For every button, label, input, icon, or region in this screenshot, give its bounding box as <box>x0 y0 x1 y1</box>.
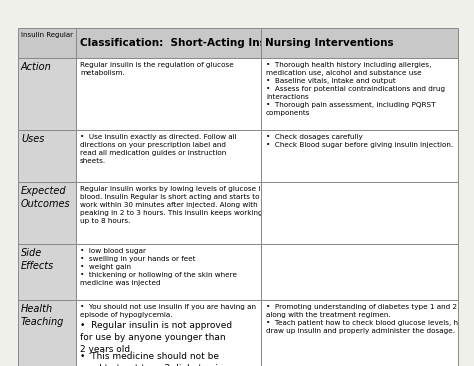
Bar <box>76 130 261 182</box>
Text: •  Check Blood sugar before giving insulin injection.: • Check Blood sugar before giving insuli… <box>266 142 453 148</box>
Bar <box>18 244 76 300</box>
Text: Nursing Interventions: Nursing Interventions <box>265 38 393 48</box>
Text: •  Teach patient how to check blood glucose levels, how to
draw up insulin and p: • Teach patient how to check blood gluco… <box>266 320 474 334</box>
Bar <box>18 182 76 244</box>
Bar <box>261 28 458 58</box>
Text: •  Regular insulin is not approved
for use by anyone younger than
2 years old.: • Regular insulin is not approved for us… <box>80 321 232 354</box>
Bar <box>261 182 458 244</box>
Bar <box>18 300 76 366</box>
Text: Expected
Outcomes: Expected Outcomes <box>21 186 71 209</box>
Text: •  This medicine should not be
used to treat type 2 diabetes in
a child of any a: • This medicine should not be used to tr… <box>80 352 224 366</box>
Text: Side
Effects: Side Effects <box>21 248 54 271</box>
Bar <box>261 58 458 130</box>
Bar <box>76 244 261 300</box>
Text: •  Promoting understanding of diabetes type 1 and 2
along with the treatment reg: • Promoting understanding of diabetes ty… <box>266 304 457 318</box>
Bar <box>18 130 76 182</box>
Bar <box>261 130 458 182</box>
Bar <box>261 300 458 366</box>
Text: Insulin Regular: Insulin Regular <box>21 32 73 38</box>
Bar <box>18 28 76 58</box>
Bar <box>76 58 261 130</box>
Text: •  You should not use insulin if you are having an
episode of hypoglycemia.: • You should not use insulin if you are … <box>80 304 256 318</box>
Text: Action: Action <box>21 62 52 72</box>
Text: •  Thorough health history including allergies,
medication use, alcohol and subs: • Thorough health history including alle… <box>266 62 431 76</box>
Bar <box>18 58 76 130</box>
Text: •  Check dosages carefully: • Check dosages carefully <box>266 134 363 140</box>
Bar <box>76 300 261 366</box>
Text: Health
Teaching: Health Teaching <box>21 304 64 327</box>
Text: Uses: Uses <box>21 134 45 144</box>
Bar <box>76 28 261 58</box>
Text: •  swelling in your hands or feet: • swelling in your hands or feet <box>80 256 196 262</box>
Text: •  Thorough pain assessment, including PQRST
components: • Thorough pain assessment, including PQ… <box>266 102 436 116</box>
Text: Regular insulin is the regulation of glucose
metabolism.: Regular insulin is the regulation of glu… <box>80 62 234 76</box>
Bar <box>76 182 261 244</box>
Text: •  low blood sugar: • low blood sugar <box>80 248 146 254</box>
Text: •  weight gain: • weight gain <box>80 264 131 270</box>
Bar <box>261 244 458 300</box>
Text: Regular insulin works by lowing levels of glucose in the
blood. Insulin Regular : Regular insulin works by lowing levels o… <box>80 186 279 224</box>
Text: •  Baseline vitals, intake and output: • Baseline vitals, intake and output <box>266 78 396 84</box>
Text: •  Use insulin exactly as directed. Follow all
directions on your prescription l: • Use insulin exactly as directed. Follo… <box>80 134 237 164</box>
Text: •  Assess for potential contraindications and drug
interactions: • Assess for potential contraindications… <box>266 86 445 100</box>
Text: Classification:  Short-Acting Insulin: Classification: Short-Acting Insulin <box>80 38 288 48</box>
Text: •  thickening or hollowing of the skin where
medicine was injected: • thickening or hollowing of the skin wh… <box>80 272 237 286</box>
